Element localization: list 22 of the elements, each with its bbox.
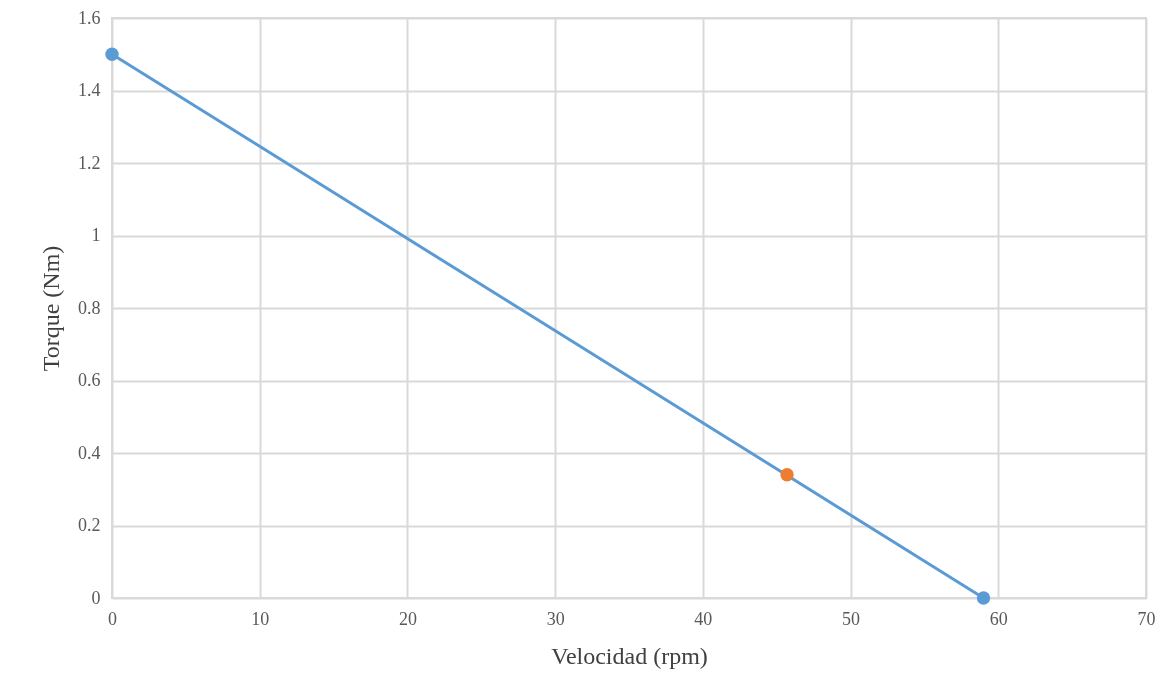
y-tick-label: 1.6 (78, 7, 101, 28)
y-tick-label: 1.2 (78, 152, 101, 173)
point (976, 591, 991, 605)
x-tick-label: 60 (989, 608, 1008, 629)
y-tick-label: 0.4 (78, 442, 101, 463)
x-tick-label: 50 (842, 608, 861, 629)
point (780, 468, 794, 482)
y-tick-label: 1 (91, 225, 101, 245)
x-tick-label: 20 (398, 608, 417, 629)
y-axis-title: Torque (Nm) (38, 245, 64, 372)
x-tick-label: 10 (251, 608, 270, 629)
x-tick-label: 70 (1137, 608, 1156, 629)
point (105, 47, 119, 61)
y-tick-label: 0.8 (78, 297, 101, 318)
x-tick-label: 40 (694, 608, 713, 629)
y-tick-label: 1.4 (78, 80, 101, 100)
x-tick-label: 0 (108, 608, 117, 629)
y-tick-label: 0 (91, 587, 101, 608)
x-tick-label: 30 (546, 608, 565, 629)
y-tick-label: 0.6 (78, 370, 101, 390)
x-axis-title: Velocidad (rpm) (551, 642, 708, 669)
y-tick-label: 0.2 (78, 515, 101, 535)
